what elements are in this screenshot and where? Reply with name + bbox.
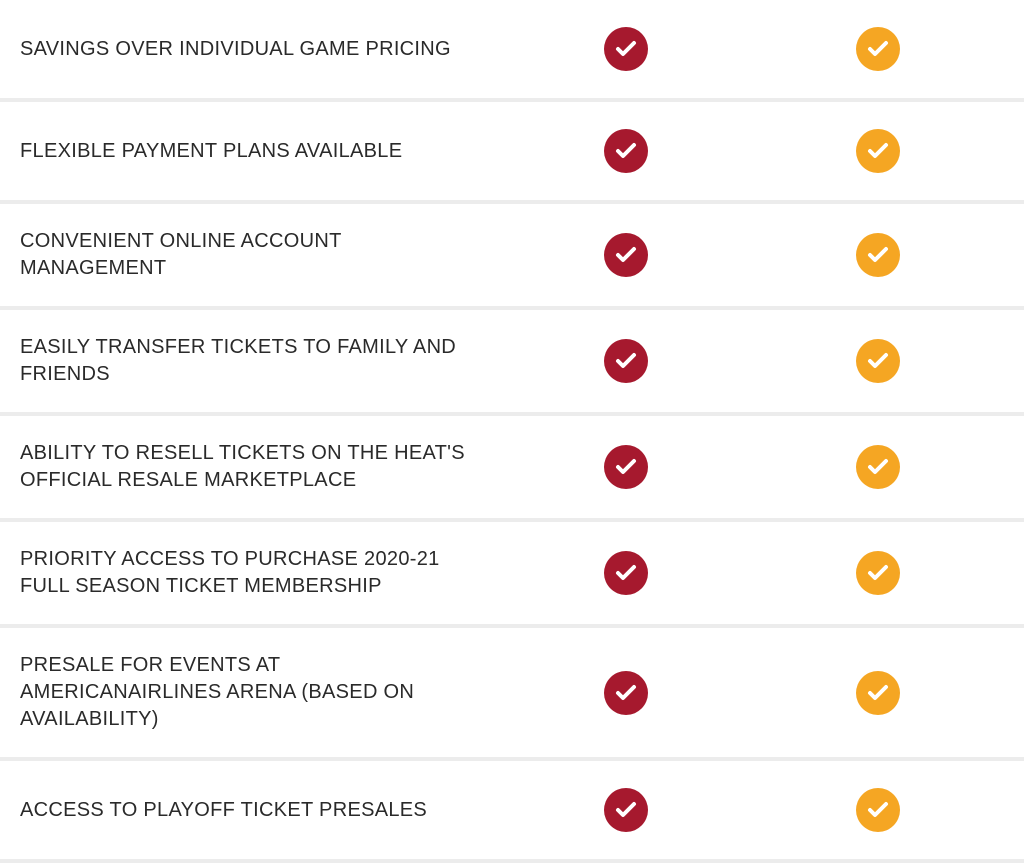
feature-label: ABILITY TO RESELL TICKETS ON THE HEAT'S … [20,440,500,494]
feature-label: PRESALE FOR EVENTS AT AMERICANAIRLINES A… [20,652,500,733]
check-icon [604,671,648,715]
plan1-cell [500,445,752,489]
check-icon [604,339,648,383]
check-icon [856,551,900,595]
plan1-cell [500,233,752,277]
check-icon [856,445,900,489]
table-row: SAVINGS OVER INDIVIDUAL GAME PRICING [0,0,1024,102]
plan2-cell [752,788,1004,832]
table-row: ACCESS TO PLAYOFF TICKET PRESALES [0,761,1024,863]
table-row: CONVENIENT ONLINE ACCOUNT MANAGEMENT [0,204,1024,310]
feature-label: CONVENIENT ONLINE ACCOUNT MANAGEMENT [20,228,500,282]
check-icon [604,129,648,173]
check-icon [856,339,900,383]
feature-label: SAVINGS OVER INDIVIDUAL GAME PRICING [20,36,500,63]
check-icon [604,788,648,832]
check-icon [856,129,900,173]
check-icon [856,788,900,832]
feature-label: PRIORITY ACCESS TO PURCHASE 2020-21 FULL… [20,546,500,600]
table-row: PRIORITY ACCESS TO PURCHASE 2020-21 FULL… [0,522,1024,628]
plan2-cell [752,233,1004,277]
plan1-cell [500,551,752,595]
check-icon [604,27,648,71]
table-row: FLEXIBLE PAYMENT PLANS AVAILABLE [0,102,1024,204]
plan1-cell [500,788,752,832]
feature-label: ACCESS TO PLAYOFF TICKET PRESALES [20,797,500,824]
check-icon [604,551,648,595]
plan1-cell [500,671,752,715]
check-icon [604,445,648,489]
plan1-cell [500,27,752,71]
plan2-cell [752,27,1004,71]
check-icon [856,233,900,277]
table-row: PRESALE FOR EVENTS AT AMERICANAIRLINES A… [0,628,1024,761]
feature-comparison-table: SAVINGS OVER INDIVIDUAL GAME PRICING FLEX… [0,0,1024,863]
check-icon [604,233,648,277]
plan2-cell [752,339,1004,383]
check-icon [856,27,900,71]
check-icon [856,671,900,715]
plan1-cell [500,339,752,383]
plan2-cell [752,445,1004,489]
plan2-cell [752,129,1004,173]
plan1-cell [500,129,752,173]
table-row: ABILITY TO RESELL TICKETS ON THE HEAT'S … [0,416,1024,522]
plan2-cell [752,671,1004,715]
feature-label: FLEXIBLE PAYMENT PLANS AVAILABLE [20,138,500,165]
table-row: EASILY TRANSFER TICKETS TO FAMILY AND FR… [0,310,1024,416]
plan2-cell [752,551,1004,595]
feature-label: EASILY TRANSFER TICKETS TO FAMILY AND FR… [20,334,500,388]
